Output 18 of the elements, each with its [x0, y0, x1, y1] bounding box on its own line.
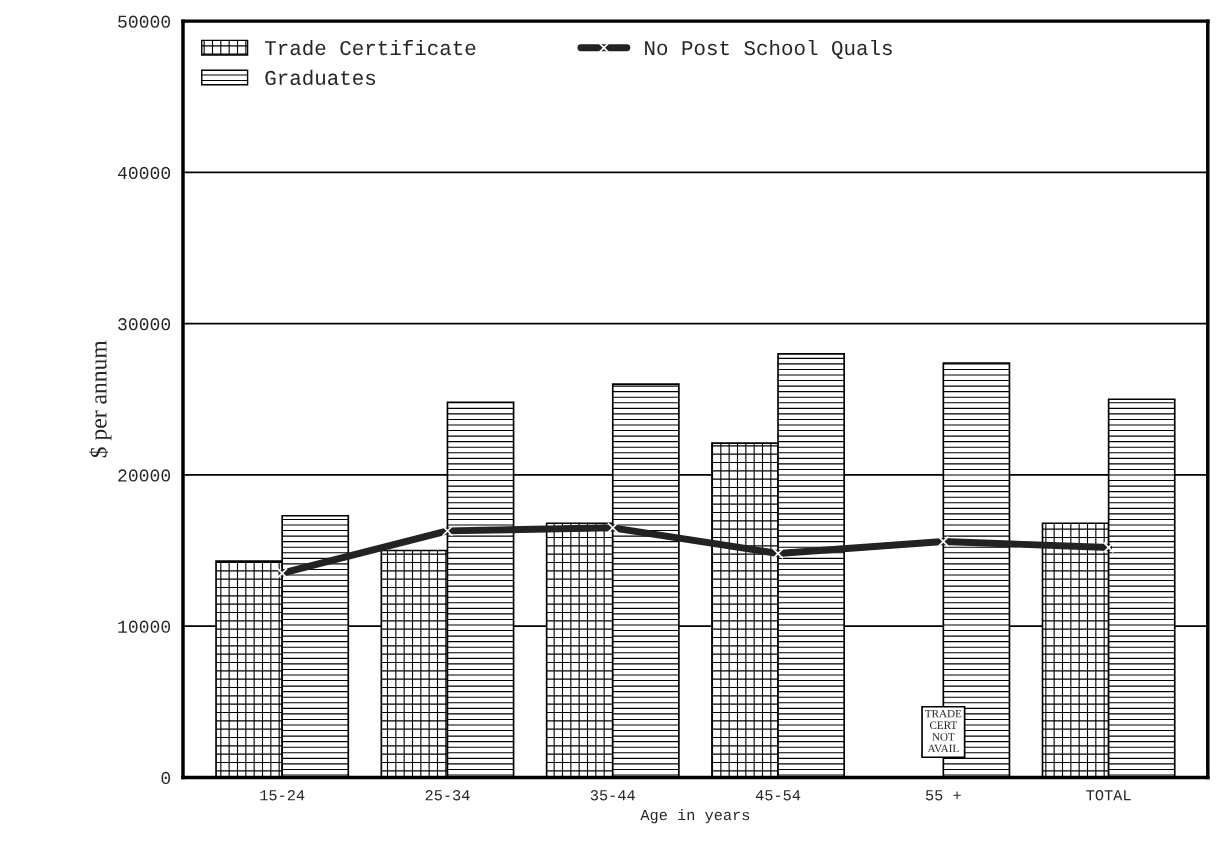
x-tick-label: TOTAL: [1086, 790, 1131, 801]
annotation: TRADE CERT NOT AVAIL: [925, 709, 962, 753]
y-tick-label: 30000: [118, 318, 171, 331]
x-tick-label: 15-24: [260, 790, 305, 801]
y-tick-label: 0: [161, 771, 171, 785]
x-axis-title: Age in years: [640, 809, 750, 824]
legend-label: No Post School Quals: [645, 39, 892, 59]
y-tick-label: 50000: [118, 15, 171, 28]
legend-label: Graduates: [265, 69, 376, 86]
y-axis-title: $ per annum: [89, 340, 112, 458]
legend-label: Trade Certificate: [265, 39, 476, 56]
x-tick-label: 35-44: [590, 790, 635, 801]
x-tick-label: 25-34: [425, 790, 470, 801]
x-tick-label: 55 +: [925, 790, 961, 801]
y-tick-label: 10000: [118, 620, 171, 633]
x-tick-label: 45-54: [755, 790, 801, 801]
y-tick-label: 40000: [117, 166, 171, 180]
y-tick-label: 20000: [118, 469, 171, 482]
